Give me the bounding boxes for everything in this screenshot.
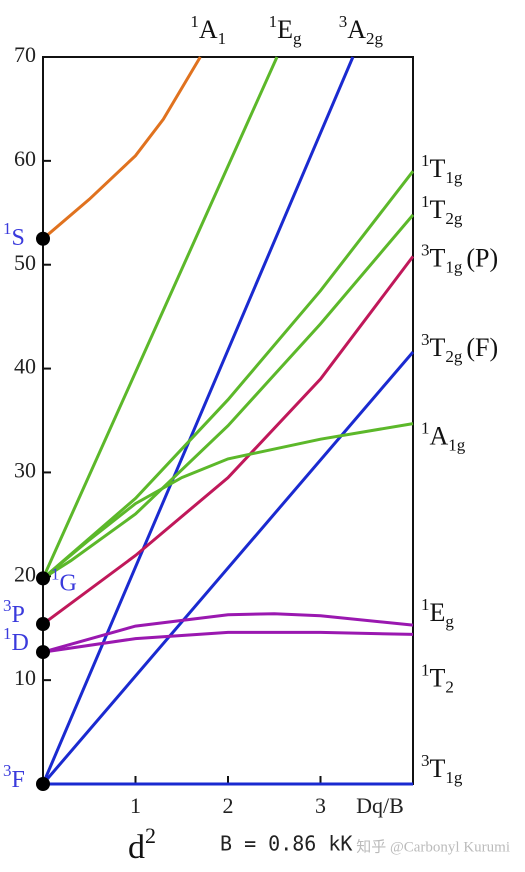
term-label: 1D [3, 624, 29, 656]
term-symbol: P [12, 602, 25, 628]
note: B = 0.86 kK [220, 832, 352, 856]
term-spin: 1 [421, 192, 430, 211]
term-spin: 1 [51, 564, 60, 583]
term-spin: 1 [269, 12, 278, 31]
free-ion-dot [36, 231, 50, 246]
term-symbol: T [430, 754, 446, 783]
term-spin: 3 [3, 761, 12, 780]
series-line [41, 56, 355, 785]
term-subscript: 1 [218, 29, 227, 48]
term-label: 1Eg [269, 12, 302, 48]
y-tick-label: 60 [14, 146, 36, 171]
config-symbol: d [128, 829, 145, 866]
term-subscript: 2g [366, 29, 384, 48]
term-symbol: S [12, 224, 25, 250]
series-line [42, 630, 414, 654]
term-symbol: A [430, 422, 449, 451]
term-symbol: E [430, 598, 446, 627]
term-symbol: T [430, 195, 446, 224]
x-tick-label: 3 [315, 793, 326, 818]
term-symbol: G [60, 570, 77, 596]
term-spin: 3 [3, 596, 12, 615]
term-label: 3P [3, 596, 25, 628]
term-label: 1G [51, 564, 77, 596]
term-spin: 3 [421, 751, 430, 770]
term-symbol: T [430, 663, 446, 692]
term-label: 3T1g (P) [421, 240, 498, 276]
term-label: 1S [3, 219, 25, 251]
term-label: 1A1 [190, 12, 226, 48]
term-suffix: (P) [466, 243, 498, 272]
term-subscript: 1g [445, 168, 463, 187]
term-spin: 1 [3, 219, 12, 238]
term-label: 1A1g [421, 419, 466, 455]
term-label: 3A2g [339, 12, 384, 48]
series-line [42, 56, 202, 240]
y-tick-label: 30 [14, 457, 36, 482]
free-ion-dot [36, 645, 50, 660]
term-subscript: 2g [445, 347, 463, 366]
term-spin: 1 [3, 624, 12, 643]
term-label: 1T2 [421, 660, 454, 696]
y-tick-label: 40 [14, 354, 36, 379]
term-symbol: T [430, 333, 446, 362]
term-spin: 3 [421, 240, 430, 259]
series-line [42, 213, 415, 580]
x-tick-label: 1 [130, 793, 141, 818]
term-symbol: A [347, 15, 366, 44]
x-tick-label: 2 [223, 793, 234, 818]
series-line [42, 170, 415, 580]
term-subscript: 2g [445, 209, 463, 228]
term-symbol: T [430, 243, 446, 272]
free-ion-dot [36, 571, 50, 586]
term-subscript: 1g [445, 257, 463, 276]
term-symbol: D [12, 630, 29, 656]
term-symbol: F [12, 767, 25, 793]
term-subscript: g [445, 612, 454, 631]
series-line [41, 56, 279, 580]
free-ion-dot [36, 617, 50, 632]
y-tick-label: 50 [14, 250, 36, 275]
series-line [42, 255, 415, 626]
x-axis-label: Dq/B [356, 793, 404, 818]
config-label: d2 [128, 823, 156, 866]
y-tick-label: 70 [14, 42, 36, 67]
term-spin: 3 [339, 12, 348, 31]
watermark: 知乎 @Carbonyl Kurumi [356, 838, 510, 855]
term-label: 3T1g [421, 751, 463, 787]
series-line [42, 422, 414, 580]
term-spin: 1 [421, 419, 430, 438]
term-spin: 1 [190, 12, 199, 31]
y-tick-label: 10 [14, 665, 36, 690]
term-label: 1T2g [421, 192, 463, 228]
term-symbol: T [430, 154, 446, 183]
series-line [42, 612, 414, 654]
term-subscript: 1g [448, 436, 466, 455]
term-label: 1Eg [421, 595, 454, 631]
term-subscript: g [293, 29, 302, 48]
term-spin: 3 [421, 330, 430, 349]
term-subscript: 2 [445, 677, 454, 696]
y-tick-label: 20 [14, 561, 36, 586]
term-subscript: 1g [445, 768, 463, 787]
term-symbol: E [277, 15, 293, 44]
term-spin: 1 [421, 660, 430, 679]
term-spin: 1 [421, 151, 430, 170]
config-sup: 2 [145, 823, 156, 848]
term-label: 1T1g [421, 151, 463, 187]
free-ion-dot [36, 777, 50, 791]
series-line [41, 351, 415, 785]
term-label: 3T2g (F) [421, 330, 498, 366]
term-suffix: (F) [466, 333, 498, 362]
term-symbol: A [199, 15, 218, 44]
term-spin: 1 [421, 595, 430, 614]
term-label: 3F [3, 761, 25, 793]
